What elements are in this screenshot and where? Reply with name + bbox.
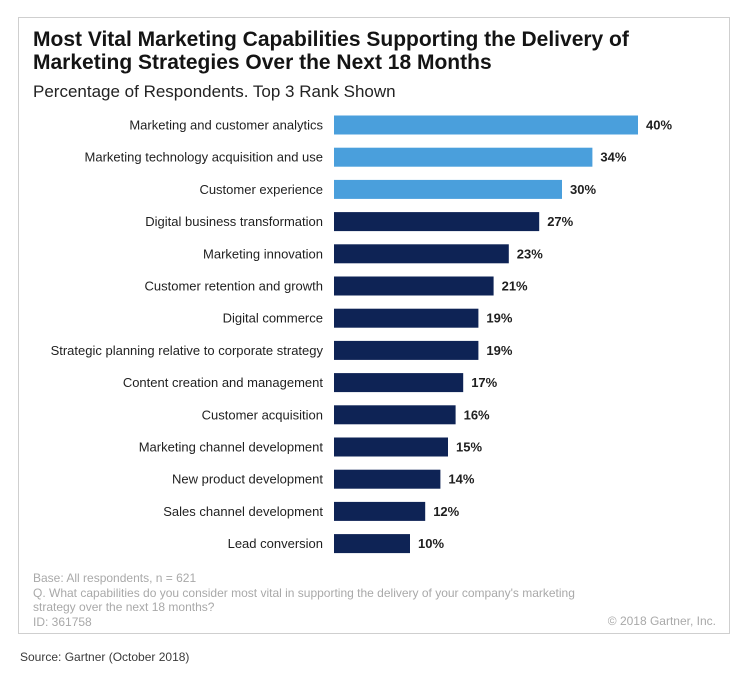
bar (334, 244, 509, 264)
bar (334, 115, 638, 135)
bar (334, 501, 426, 521)
footnote-id: ID: 361758 (33, 614, 92, 629)
footnote-base: Base: All respondents, n = 621 (33, 571, 197, 585)
chart-frame (18, 17, 730, 634)
category-label: Digital business transformation (145, 214, 323, 229)
category-label: New product development (172, 472, 323, 487)
category-label: Content creation and management (123, 375, 324, 390)
bar (334, 437, 448, 457)
chart-title: Most Vital Marketing Capabilities Suppor… (33, 28, 629, 74)
source-note: Source: Gartner (October 2018) (20, 650, 190, 664)
bar (334, 340, 479, 360)
value-label: 30% (570, 182, 596, 197)
bar (334, 308, 479, 328)
value-label: 16% (464, 407, 490, 422)
bar (334, 212, 540, 232)
bar (334, 534, 410, 554)
value-label: 17% (471, 375, 497, 390)
value-label: 10% (418, 536, 444, 551)
category-label: Marketing and customer analytics (129, 118, 323, 133)
value-label: 19% (486, 343, 512, 358)
category-label: Marketing channel development (139, 440, 324, 455)
category-label: Digital commerce (223, 311, 323, 326)
value-label: 14% (448, 472, 474, 487)
category-label: Customer experience (199, 182, 323, 197)
category-label: Lead conversion (228, 536, 323, 551)
bar (334, 405, 456, 425)
value-label: 21% (502, 279, 528, 294)
value-label: 12% (433, 504, 459, 519)
value-label: 15% (456, 440, 482, 455)
category-label: Marketing innovation (203, 246, 323, 261)
value-label: 19% (486, 311, 512, 326)
bar (334, 179, 562, 199)
category-label: Sales channel development (163, 504, 323, 519)
value-label: 23% (517, 246, 543, 261)
category-label: Customer acquisition (202, 407, 323, 422)
bar (334, 147, 593, 167)
value-label: 27% (547, 214, 573, 229)
copyright: © 2018 Gartner, Inc. (607, 614, 716, 628)
chart-subtitle: Percentage of Respondents. Top 3 Rank Sh… (33, 82, 396, 101)
category-label: Strategic planning relative to corporate… (51, 343, 324, 358)
value-label: 34% (600, 150, 626, 165)
footnote-question: Q. What capabilities do you consider mos… (33, 585, 575, 615)
category-label: Customer retention and growth (145, 279, 323, 294)
bar (334, 469, 441, 489)
category-label: Marketing technology acquisition and use (85, 150, 323, 165)
value-label: 40% (646, 118, 672, 133)
footnotes: Base: All respondents, n = 621 Q. What c… (33, 571, 593, 629)
bar (334, 276, 494, 296)
bar (334, 373, 464, 393)
